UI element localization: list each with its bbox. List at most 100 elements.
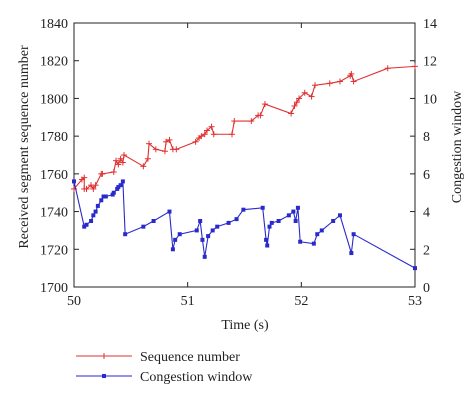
series-line-sequence-number (73, 65, 416, 191)
data-point-sequence-number (161, 148, 168, 155)
data-point-congestion-window (95, 203, 100, 208)
data-point-congestion-window (349, 251, 354, 256)
data-point-sequence-number (301, 89, 308, 96)
y-right-tick-label: 14 (423, 17, 437, 32)
data-point-congestion-window (260, 205, 265, 210)
data-point-congestion-window (241, 207, 246, 212)
x-tick-label: 50 (67, 294, 81, 309)
x-axis-label: Time (s) (221, 318, 269, 333)
y-left-tick-label: 1760 (40, 168, 68, 183)
data-point-congestion-window (118, 183, 123, 188)
data-point-sequence-number (348, 70, 355, 77)
data-point-congestion-window (269, 220, 274, 225)
legend-item-sequence-number (76, 353, 132, 359)
data-point-sequence-number (257, 112, 264, 119)
data-point-sequence-number (121, 152, 128, 158)
data-point-congestion-window (276, 219, 281, 223)
data-point-congestion-window (210, 228, 215, 233)
data-point-congestion-window (198, 219, 203, 223)
data-point-sequence-number (308, 93, 315, 100)
data-point-sequence-number (119, 159, 126, 166)
data-point-congestion-window (331, 219, 336, 223)
data-point-sequence-number (261, 101, 268, 108)
data-point-congestion-window (226, 220, 231, 225)
series-layer (71, 63, 418, 271)
data-point-congestion-window (337, 213, 342, 218)
data-point-sequence-number (163, 138, 170, 145)
data-point-sequence-number (350, 78, 357, 85)
data-point-sequence-number (81, 174, 88, 181)
data-point-congestion-window (116, 185, 121, 190)
data-point-sequence-number (228, 131, 235, 138)
y-left-tick-label: 1780 (40, 130, 68, 145)
legend-item-congestion-window (76, 374, 132, 378)
y-left-tick-label: 1800 (40, 92, 68, 107)
data-point-congestion-window (93, 209, 98, 214)
data-point-congestion-window (319, 228, 324, 233)
ticks: 50 51 52 53 1700 1720 1740 1760 1780 1800 1820 1840… (40, 17, 437, 309)
data-point-congestion-window (351, 232, 356, 237)
data-point-congestion-window (167, 209, 172, 214)
data-point-sequence-number (192, 138, 199, 145)
y-axis-right-label: Congestion window (450, 90, 465, 203)
data-point-sequence-number (92, 182, 99, 189)
data-point-sequence-number (201, 131, 208, 138)
data-point-sequence-number (326, 80, 333, 87)
data-point-sequence-number (311, 82, 318, 89)
legend-label-sequence-number: Sequence number (140, 350, 240, 365)
data-point-congestion-window (173, 237, 178, 242)
y-left-tick-label: 1700 (40, 281, 68, 296)
data-point-sequence-number (166, 136, 173, 143)
series-line-congestion-window (73, 179, 416, 269)
data-point-sequence-number (203, 127, 210, 134)
data-point-sequence-number (173, 146, 180, 153)
data-point-congestion-window (170, 247, 175, 252)
y-right-tick-label: 10 (423, 92, 437, 107)
data-point-congestion-window (177, 232, 182, 237)
data-point-sequence-number (336, 78, 343, 85)
legend: Sequence number Congestion window (76, 350, 253, 385)
data-point-sequence-number (152, 146, 159, 153)
data-point-congestion-window (123, 232, 128, 237)
data-point-congestion-window (265, 243, 270, 248)
data-point-congestion-window (91, 213, 96, 218)
data-point-sequence-number (110, 168, 117, 175)
data-point-sequence-number (412, 63, 418, 70)
data-point-sequence-number (296, 95, 303, 102)
data-point-congestion-window (200, 237, 205, 242)
data-point-congestion-window (99, 198, 104, 203)
data-point-congestion-window (267, 224, 272, 229)
data-point-congestion-window (234, 217, 239, 222)
data-point-congestion-window (215, 224, 220, 229)
y-right-tick-label: 2 (423, 243, 430, 258)
data-point-congestion-window (293, 219, 298, 223)
axes (73, 22, 416, 288)
legend-marker-sequence-number (101, 353, 107, 359)
data-point-sequence-number (293, 99, 300, 106)
data-point-congestion-window (151, 219, 156, 223)
data-point-sequence-number (144, 155, 151, 162)
data-point-congestion-window (120, 179, 125, 184)
data-point-congestion-window (72, 179, 76, 184)
x-tick-label: 51 (181, 294, 195, 309)
data-point-congestion-window (111, 190, 116, 195)
x-tick-label: 52 (294, 294, 308, 309)
data-point-congestion-window (194, 228, 199, 233)
data-point-congestion-window (141, 224, 146, 229)
y-left-tick-label: 1740 (40, 206, 68, 221)
data-point-congestion-window (298, 239, 303, 244)
y-left-tick-label: 1820 (40, 55, 68, 70)
data-point-congestion-window (264, 237, 269, 242)
x-tick-label: 53 (408, 294, 422, 309)
data-point-sequence-number (90, 185, 97, 192)
y-right-tick-label: 0 (423, 281, 430, 296)
data-point-sequence-number (210, 131, 217, 138)
plot-frame (73, 22, 416, 288)
data-point-sequence-number (198, 133, 205, 140)
data-point-sequence-number (288, 110, 295, 117)
data-point-sequence-number (83, 185, 90, 192)
data-point-congestion-window (295, 205, 300, 210)
data-point-congestion-window (311, 241, 316, 246)
y-left-tick-label: 1720 (40, 243, 68, 258)
